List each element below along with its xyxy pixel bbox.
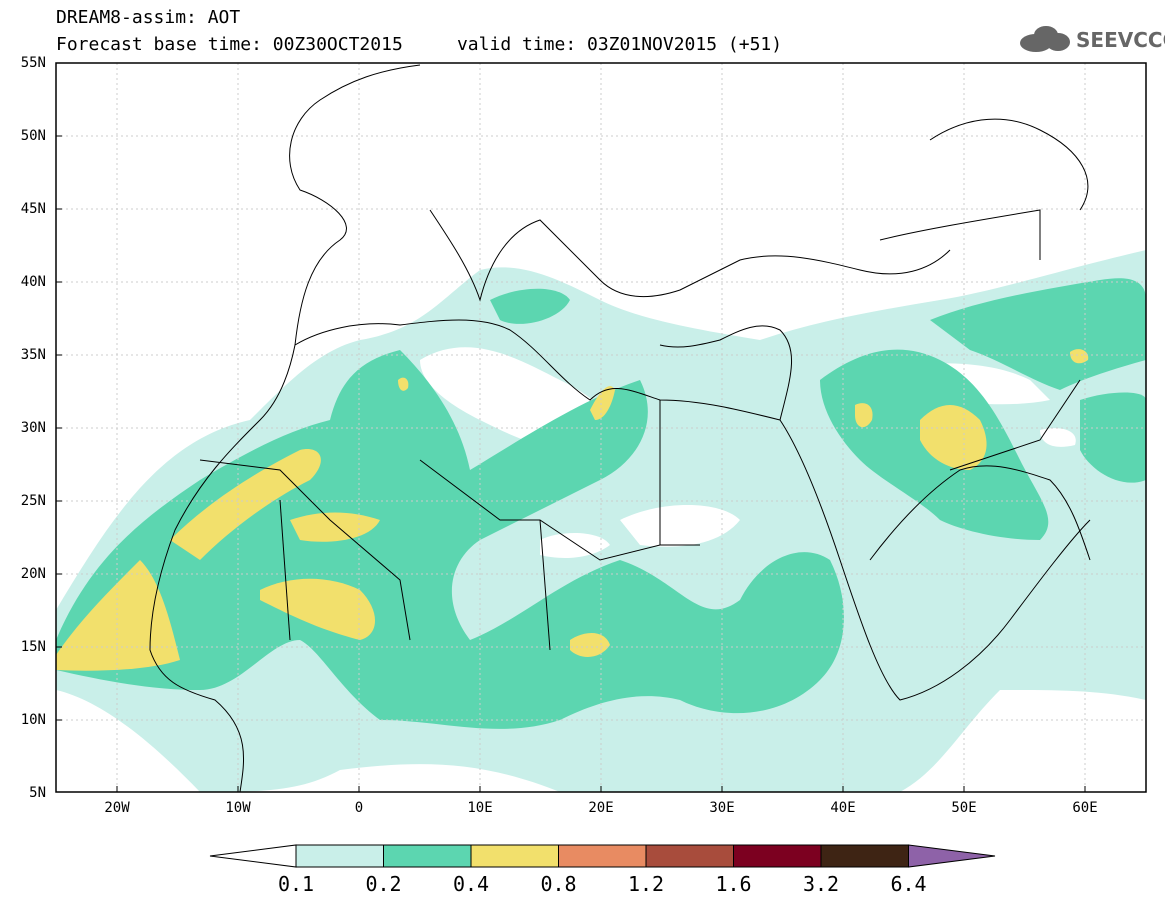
lon-label: 30E xyxy=(709,800,735,816)
lon-label: 50E xyxy=(951,800,977,816)
colorbar xyxy=(209,844,996,868)
lat-label: 20N xyxy=(20,566,46,582)
colorbar-segment-0 xyxy=(295,844,384,868)
lon-label: 20W xyxy=(104,800,130,816)
seevccc-logo-icon xyxy=(1020,26,1070,52)
lon-label: 20E xyxy=(588,800,614,816)
colorbar-label: 6.4 xyxy=(890,872,927,896)
colorbar-label: 0.4 xyxy=(452,872,490,896)
lat-label: 45N xyxy=(20,201,46,217)
lon-label: 0 xyxy=(354,800,364,816)
lat-label: 30N xyxy=(20,420,46,436)
aot-level-0.2 xyxy=(56,350,844,729)
colorbar-segment-4 xyxy=(645,844,734,868)
logo-text: SEEVCCC xyxy=(1076,28,1165,52)
lat-label: 5N xyxy=(29,785,46,801)
lat-label: 55N xyxy=(20,55,46,71)
colorbar-segment-2 xyxy=(470,844,559,868)
colorbar-high-arrow xyxy=(908,844,996,868)
aot-contours xyxy=(56,250,1146,792)
colorbar-label: 0.1 xyxy=(277,872,315,896)
lon-label: 40E xyxy=(830,800,856,816)
colorbar-label: 3.2 xyxy=(802,872,840,896)
lon-label: 10W xyxy=(225,800,251,816)
lat-label: 40N xyxy=(20,274,46,290)
title-line-1: DREAM8-assim: AOT xyxy=(56,7,241,28)
lon-label: 10E xyxy=(467,800,493,816)
tick-marks xyxy=(56,62,1086,792)
coastlines xyxy=(149,64,1091,792)
colorbar-label: 0.2 xyxy=(365,872,402,896)
graticule xyxy=(56,63,1146,792)
colorbar-segment-6 xyxy=(820,844,909,868)
colorbar-segment-1 xyxy=(383,844,472,868)
lat-label: 25N xyxy=(20,493,46,509)
colorbar-label: 0.8 xyxy=(540,872,577,896)
lat-label: 35N xyxy=(20,347,46,363)
lat-label: 50N xyxy=(20,128,46,144)
colorbar-label: 1.6 xyxy=(715,872,752,896)
colorbar-segment-5 xyxy=(733,844,822,868)
colorbar-segment-3 xyxy=(558,844,647,868)
lat-label: 10N xyxy=(20,712,46,728)
lat-label: 15N xyxy=(20,639,46,655)
aot-level-0.4 xyxy=(56,560,180,671)
title-line-2: Forecast base time: 00Z30OCT2015 valid t… xyxy=(56,34,783,55)
colorbar-low-arrow xyxy=(209,844,297,868)
colorbar-label: 1.2 xyxy=(627,872,665,896)
lon-label: 60E xyxy=(1072,800,1098,816)
